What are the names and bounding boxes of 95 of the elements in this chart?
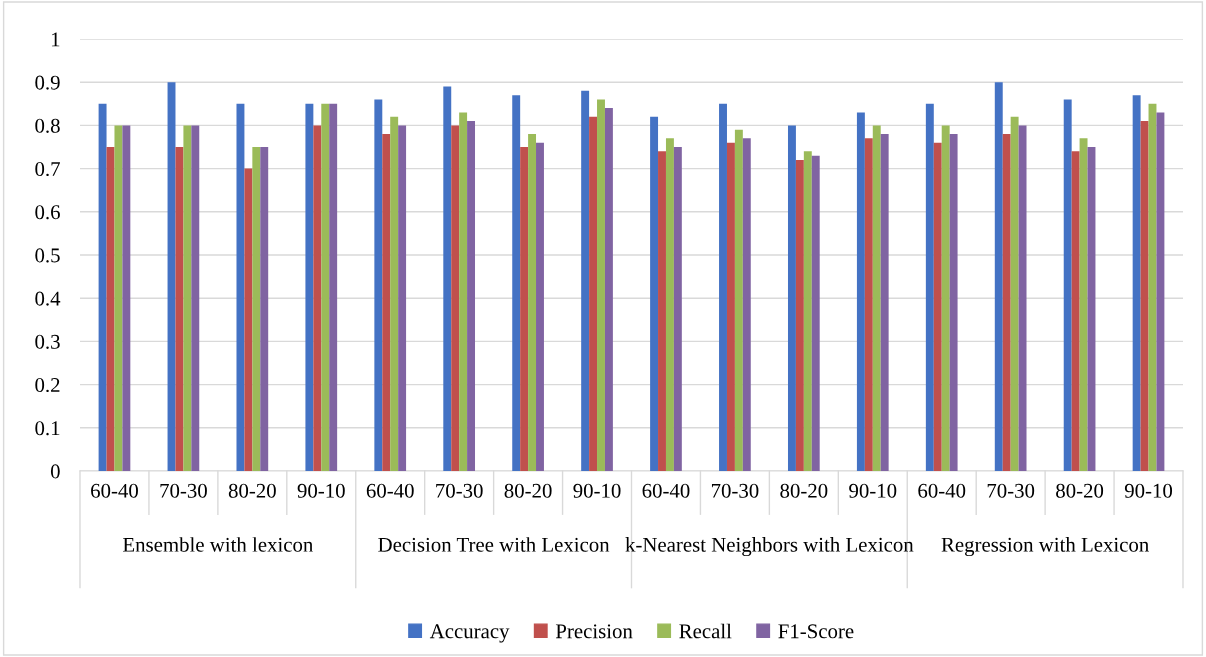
bar — [451, 125, 460, 471]
bar — [994, 82, 1003, 471]
y-tick-label: 0.5 — [35, 248, 60, 263]
y-tick-label: 0.2 — [35, 377, 60, 393]
bar — [581, 90, 590, 471]
bar — [512, 95, 521, 471]
y-tick-label: 0.1 — [35, 421, 60, 436]
legend-label: Accuracy — [429, 624, 510, 643]
bar — [122, 125, 131, 471]
y-tick-label: 0.4 — [35, 291, 61, 306]
text: Decision Tree with Lexicon — [378, 537, 610, 552]
y-tick-label: 0.3 — [35, 334, 60, 349]
x-tick-label: 70-30 — [436, 483, 483, 498]
bar — [803, 151, 812, 471]
bar — [1018, 125, 1027, 471]
bar — [1063, 99, 1072, 471]
bar — [1156, 112, 1165, 471]
bar — [719, 103, 727, 471]
bar — [650, 116, 659, 471]
bar — [933, 142, 942, 471]
y-tick-label: 0.8 — [35, 118, 60, 133]
bar — [658, 151, 666, 471]
bar — [1079, 138, 1088, 471]
y-tick-label: 1 — [51, 32, 60, 47]
bar — [313, 125, 322, 471]
y-tick-label: 0.6 — [35, 205, 60, 220]
bar — [443, 86, 452, 471]
bar — [305, 103, 314, 471]
bar — [787, 125, 796, 471]
bar — [673, 147, 682, 471]
bar — [98, 103, 107, 471]
bar — [597, 99, 605, 471]
bar — [941, 125, 950, 471]
text: Ensemble with lexicon — [123, 537, 314, 552]
y-tick-label: 0.9 — [35, 75, 60, 90]
bar — [795, 159, 804, 471]
bar — [528, 134, 537, 471]
bar — [374, 99, 383, 471]
bar — [244, 168, 253, 471]
x-tick-label: 70-30 — [160, 483, 207, 498]
bar — [536, 142, 544, 471]
x-tick-label: 60-40 — [918, 483, 966, 498]
y-tick-label: 0 — [50, 464, 60, 479]
bar — [1071, 151, 1080, 471]
bar — [665, 138, 674, 471]
x-tick-label: 80-20 — [228, 483, 276, 498]
bar — [1140, 121, 1149, 471]
bar — [252, 147, 261, 471]
bar — [1132, 95, 1141, 471]
bar — [949, 134, 958, 471]
bar — [734, 129, 743, 471]
bar — [604, 108, 613, 471]
x-tick-label: 60-40 — [91, 483, 138, 498]
x-tick-label: 80-20 — [504, 483, 552, 498]
bar — [321, 103, 330, 471]
bar — [925, 103, 934, 471]
x-tick-label: 60-40 — [366, 483, 414, 498]
legend-label: Recall — [679, 623, 732, 639]
x-tick-label: 90-10 — [297, 483, 345, 498]
bar — [459, 112, 468, 471]
legend-label: Precision — [555, 624, 633, 639]
bar — [191, 125, 200, 471]
bar — [856, 112, 865, 471]
bar — [872, 125, 881, 471]
bar — [114, 125, 123, 471]
bar — [589, 116, 598, 471]
bar — [864, 138, 873, 471]
x-tick-label: 80-20 — [1056, 483, 1104, 498]
bar — [1010, 116, 1019, 471]
bar — [390, 116, 399, 471]
bar — [1002, 134, 1011, 471]
bar — [726, 142, 735, 471]
bar — [236, 103, 245, 471]
bar — [183, 125, 192, 471]
text: k-Nearest Neighbors with Lexicon — [625, 537, 914, 557]
bar — [467, 121, 476, 471]
bar — [742, 138, 751, 471]
x-tick-label: 60-40 — [642, 483, 690, 498]
bar — [811, 155, 820, 471]
bar — [175, 147, 184, 471]
x-tick-label: 90-10 — [1124, 483, 1173, 498]
x-tick-label: 90-10 — [849, 483, 897, 498]
x-tick-label: 80-20 — [780, 483, 828, 498]
bar — [329, 103, 338, 471]
bar — [260, 147, 269, 471]
bar — [880, 134, 889, 471]
y-tick-label: 0.7 — [35, 161, 60, 177]
x-tick-label: 90-10 — [573, 483, 621, 498]
bar — [398, 125, 407, 471]
legend-label: F1-Score — [778, 624, 854, 639]
x-tick-label: 70-30 — [711, 483, 759, 498]
x-tick-label: 70-30 — [987, 483, 1035, 498]
bar — [520, 147, 529, 471]
text: Regression with Lexicon — [941, 537, 1149, 557]
bar — [382, 134, 391, 471]
